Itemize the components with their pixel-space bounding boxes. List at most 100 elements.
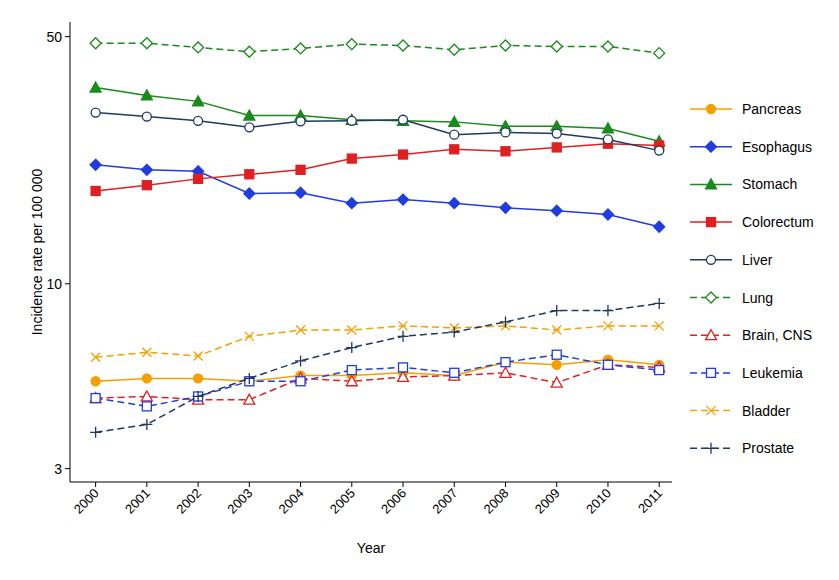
point <box>552 326 561 335</box>
point <box>90 393 101 403</box>
legend-marker <box>707 255 716 264</box>
legend-label: Brain, CNS <box>742 327 812 343</box>
legend: PancreasEsophagusStomachColorectumLiverL… <box>690 101 814 456</box>
legend-label: Stomach <box>742 176 797 192</box>
point <box>551 41 562 52</box>
legend-marker <box>707 218 716 227</box>
x-tick <box>454 482 455 487</box>
point <box>295 43 306 54</box>
legend-label: Lung <box>742 290 773 306</box>
series-line <box>96 43 660 53</box>
point <box>194 351 203 360</box>
point <box>450 145 459 154</box>
legend-label: Colorectum <box>742 214 814 230</box>
x-tick <box>505 482 506 487</box>
series-line <box>96 88 660 142</box>
series-line <box>96 144 660 191</box>
x-tick <box>659 482 660 487</box>
x-tick <box>556 482 557 487</box>
point <box>347 326 356 335</box>
point <box>90 159 101 170</box>
series-line <box>96 303 660 432</box>
point <box>245 332 254 341</box>
y-tick-label: 10 <box>46 276 62 292</box>
point <box>398 371 409 381</box>
x-tick-label: 2011 <box>635 486 665 516</box>
point <box>244 373 255 384</box>
legend-label: Prostate <box>742 440 794 456</box>
point <box>193 42 204 53</box>
legend-marker <box>706 330 717 340</box>
point <box>602 41 613 52</box>
point <box>500 40 511 51</box>
x-tick-label: 2007 <box>429 486 460 517</box>
y-tick <box>65 36 70 37</box>
point <box>244 394 255 404</box>
legend-marker <box>707 406 716 415</box>
point <box>296 117 305 126</box>
x-tick <box>403 482 404 487</box>
point <box>295 187 306 198</box>
x-tick-label: 2009 <box>532 486 563 517</box>
y-tick <box>65 283 70 284</box>
point <box>501 147 510 156</box>
legend-marker <box>707 368 716 377</box>
point <box>552 129 561 138</box>
point <box>142 374 151 383</box>
point <box>654 221 665 232</box>
point <box>346 342 357 353</box>
point <box>347 116 356 125</box>
point <box>245 123 254 132</box>
point <box>603 321 612 330</box>
point <box>296 377 305 386</box>
point <box>346 376 357 386</box>
point <box>602 123 613 133</box>
point <box>501 358 510 367</box>
point <box>552 143 561 152</box>
x-tick-label: 2001 <box>122 486 153 517</box>
x-tick <box>607 482 608 487</box>
point <box>142 348 151 357</box>
point <box>449 327 460 338</box>
y-axis <box>70 22 71 482</box>
plot-area <box>90 38 665 438</box>
y-tick <box>65 468 70 469</box>
y-tick-label: 50 <box>46 29 62 45</box>
point <box>602 209 613 220</box>
point <box>398 115 409 125</box>
point <box>449 44 460 55</box>
x-tick <box>249 482 250 487</box>
point <box>449 198 460 209</box>
y-axis-label: Incidence rate per 100 000 <box>29 169 45 336</box>
point <box>551 377 562 387</box>
point <box>193 96 204 106</box>
series-line <box>96 165 660 227</box>
point <box>90 38 101 49</box>
point <box>603 135 612 144</box>
legend-marker <box>707 105 716 114</box>
point <box>399 321 408 330</box>
point <box>655 146 664 155</box>
point <box>141 90 152 100</box>
x-tick-label: 2006 <box>378 486 409 517</box>
point <box>654 298 665 309</box>
x-tick <box>300 482 301 487</box>
point <box>91 108 100 117</box>
point <box>142 112 151 121</box>
point <box>450 130 459 139</box>
legend-label: Pancreas <box>742 101 801 117</box>
x-tick-label: 2010 <box>583 486 614 517</box>
series-line <box>96 360 660 382</box>
point <box>142 181 151 190</box>
point <box>399 150 408 159</box>
x-tick <box>146 482 147 487</box>
background <box>0 0 839 580</box>
x-tick-label: 2004 <box>276 486 307 517</box>
x-tick <box>95 482 96 487</box>
point <box>552 360 561 369</box>
point <box>398 40 409 51</box>
chart: 3105020002001200220032004200520062007200… <box>0 0 839 580</box>
point <box>551 205 562 216</box>
x-tick <box>198 482 199 487</box>
point <box>398 331 409 342</box>
